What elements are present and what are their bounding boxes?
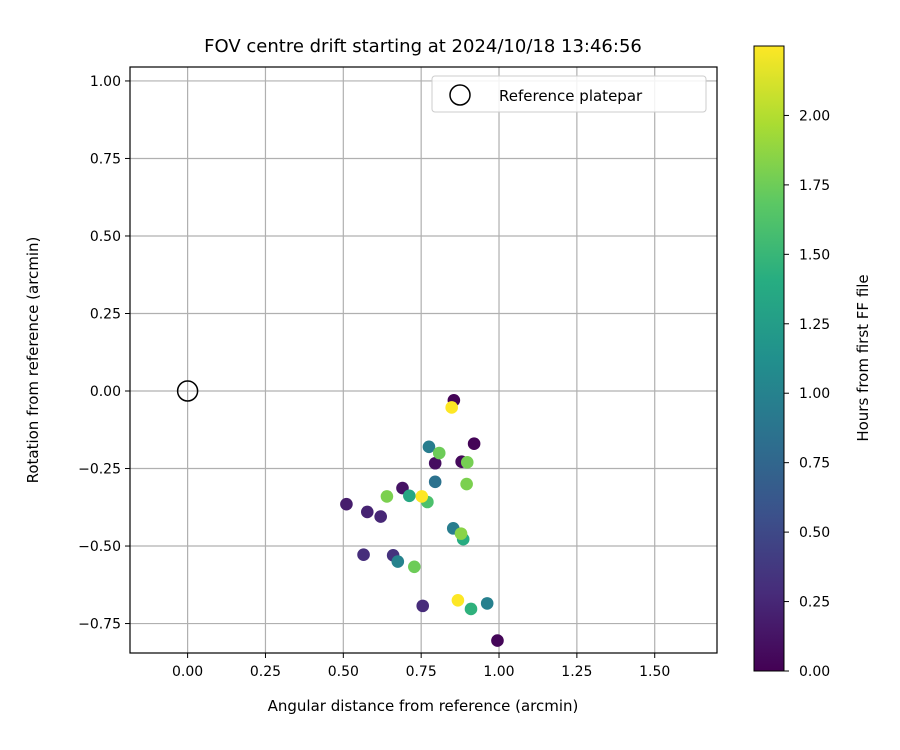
data-point [454, 527, 468, 540]
colorbar-tick-label: 1.00 [799, 386, 830, 402]
colorbar-gradient [753, 45, 785, 672]
x-tick-label: 0.00 [172, 664, 203, 680]
colorbar-tick-label: 1.25 [799, 317, 830, 333]
colorbar-tick-label: 0.75 [799, 456, 830, 472]
x-tick-label: 0.25 [250, 664, 281, 680]
x-tick-label: 0.75 [406, 664, 437, 680]
legend-label: Reference platepar [499, 87, 643, 105]
colorbar-tick-label: 1.50 [799, 247, 830, 263]
colorbar-tick-label: 0.50 [799, 525, 830, 541]
legend-marker-open-circle [449, 84, 471, 106]
y-tick-label: −0.50 [78, 539, 121, 555]
x-tick-label: 1.00 [483, 664, 514, 680]
data-point [380, 490, 394, 503]
chart-title: FOV centre drift starting at 2024/10/18 … [204, 36, 642, 57]
colorbar-label: Hours from first FF file [854, 274, 872, 441]
legend: Reference platepar [431, 75, 707, 113]
y-tick-label: 0.50 [90, 229, 121, 245]
y-tick-label: −0.25 [78, 462, 121, 478]
data-point [480, 597, 494, 610]
legend-box [431, 75, 707, 113]
data-point [360, 505, 374, 519]
x-tick-label: 1.50 [639, 664, 670, 680]
data-point [374, 510, 387, 523]
data-points [176, 380, 504, 647]
data-point [460, 456, 474, 469]
data-point [491, 634, 504, 647]
data-point [445, 401, 458, 414]
y-tick-label: 0.00 [90, 384, 121, 400]
colorbar-ticks: 0.00 0.25 0.50 0.75 1.00 1.25 1.50 1.75 2.00 [784, 108, 830, 680]
data-point [464, 602, 478, 616]
y-axis-ticks: −0.75 −0.50 −0.25 0.00 0.25 0.50 0.75 1.00 [78, 74, 130, 633]
y-axis-label: Rotation from reference (arcmin) [24, 237, 42, 484]
y-tick-label: 1.00 [90, 74, 121, 90]
x-axis-label: Angular distance from reference (arcmin) [268, 697, 579, 715]
y-tick-label: 0.25 [90, 306, 121, 322]
colorbar: 0.00 0.25 0.50 0.75 1.00 1.25 1.50 1.75 2.00 Hou… [753, 45, 872, 680]
colorbar-tick-label: 0.00 [799, 664, 830, 680]
plot-frame [129, 66, 718, 654]
data-point [416, 599, 430, 613]
data-point [432, 446, 446, 460]
data-point [340, 497, 353, 511]
data-point [428, 456, 442, 470]
data-point [428, 475, 442, 489]
y-tick-label: −0.75 [78, 617, 121, 633]
data-point [422, 440, 436, 454]
grid-lines [130, 67, 717, 653]
colorbar-tick-label: 0.25 [799, 595, 830, 611]
data-point [357, 548, 370, 562]
data-point [460, 477, 473, 491]
data-point [415, 490, 429, 503]
y-tick-label: 0.75 [90, 151, 121, 167]
colorbar-tick-label: 1.75 [799, 178, 830, 194]
reference-point-marker [176, 380, 199, 402]
data-point [403, 489, 416, 503]
data-point [451, 593, 465, 607]
x-tick-label: 1.25 [561, 664, 592, 680]
x-tick-label: 0.50 [328, 664, 359, 680]
colorbar-tick-label: 2.00 [799, 108, 830, 124]
x-axis-ticks: 0.00 0.25 0.50 0.75 1.00 1.25 1.50 [172, 653, 670, 680]
data-point [391, 555, 405, 568]
data-point [467, 437, 481, 451]
data-point [408, 560, 421, 574]
